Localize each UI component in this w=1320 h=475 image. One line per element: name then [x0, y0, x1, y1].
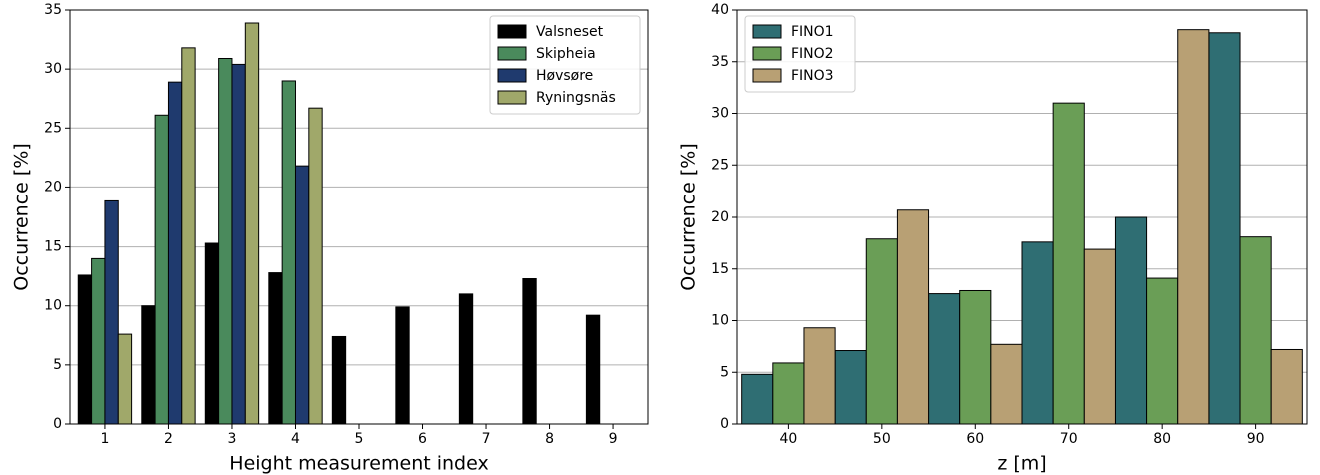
- bar: [741, 373, 774, 425]
- plot-frame: [69, 9, 649, 425]
- plot-frame: [736, 9, 1308, 425]
- bar: [522, 278, 537, 425]
- bar: [990, 343, 1023, 425]
- y-tick-label: 10: [44, 298, 62, 314]
- y-tick-label: 30: [711, 106, 729, 122]
- y-tick-label: 0: [53, 416, 62, 432]
- bar: [395, 306, 410, 425]
- legend-swatch: [752, 68, 782, 83]
- bar: [1270, 348, 1303, 425]
- bar: [181, 47, 196, 425]
- bar: [154, 114, 169, 425]
- bar: [585, 314, 601, 425]
- legend-swatch: [752, 24, 782, 39]
- legend-label: Høvsøre: [536, 68, 593, 84]
- y-tick-label: 25: [711, 157, 729, 173]
- bar: [772, 362, 805, 425]
- legend-label: Skipheia: [536, 46, 596, 62]
- bar: [117, 333, 133, 425]
- bar: [77, 274, 93, 425]
- x-tick-label: 70: [1060, 431, 1078, 447]
- bar: [1177, 29, 1210, 425]
- bar: [231, 63, 246, 425]
- bar: [1239, 236, 1272, 425]
- legend-label: FINO2: [791, 46, 834, 62]
- y-tick-label: 40: [711, 2, 729, 18]
- bar: [865, 238, 898, 425]
- bar: [141, 305, 156, 425]
- bar: [244, 22, 260, 425]
- legend-swatch: [497, 46, 527, 61]
- y-tick-label: 15: [711, 261, 729, 277]
- x-tick-label: 60: [966, 431, 984, 447]
- y-tick-label: 20: [44, 179, 62, 195]
- bar: [1083, 248, 1116, 425]
- bar: [218, 57, 233, 425]
- bar: [834, 350, 867, 425]
- legend-box: [489, 15, 641, 115]
- bar: [268, 272, 283, 425]
- x-tick-label: 50: [873, 431, 891, 447]
- legend-label: FINO1: [791, 24, 834, 40]
- bar: [104, 199, 119, 425]
- x-tick-label: 6: [418, 431, 427, 447]
- bar: [959, 289, 992, 425]
- x-tick-label: 9: [609, 431, 618, 447]
- bar: [1146, 277, 1179, 425]
- y-tick-label: 35: [44, 2, 62, 18]
- x-tick-label: 80: [1153, 431, 1171, 447]
- y-tick-label: 35: [711, 54, 729, 70]
- bar: [458, 293, 474, 425]
- x-tick-label: 4: [291, 431, 300, 447]
- y-tick-label: 5: [720, 364, 729, 380]
- bar: [281, 80, 296, 425]
- x-tick-label: 5: [355, 431, 364, 447]
- x-tick-label: 7: [482, 431, 491, 447]
- bar: [308, 107, 323, 425]
- legend-label: Ryningsnäs: [536, 90, 616, 106]
- y-tick-label: 0: [720, 416, 729, 432]
- y-tick-label: 15: [44, 239, 62, 255]
- legend-swatch: [497, 68, 527, 83]
- x-tick-label: 3: [228, 431, 237, 447]
- y-axis-label: Occurrence [%]: [678, 143, 700, 291]
- y-tick-label: 20: [711, 209, 729, 225]
- bar: [896, 209, 930, 425]
- bar: [1052, 102, 1085, 425]
- y-tick-label: 30: [44, 61, 62, 77]
- y-axis-label: Occurrence [%]: [11, 143, 33, 291]
- bar: [803, 327, 836, 425]
- x-axis-label: Height measurement index: [229, 453, 488, 475]
- bar: [928, 293, 961, 425]
- x-tick-label: 90: [1247, 431, 1265, 447]
- x-tick-label: 1: [100, 431, 109, 447]
- y-tick-label: 25: [44, 120, 62, 136]
- bar: [204, 242, 220, 425]
- bar: [1208, 32, 1241, 425]
- y-tick-label: 10: [711, 313, 729, 329]
- x-axis-label: z [m]: [997, 453, 1046, 475]
- bar: [91, 257, 106, 425]
- x-tick-label: 2: [164, 431, 173, 447]
- bar: [1021, 241, 1054, 425]
- x-tick-label: 40: [779, 431, 797, 447]
- bar: [1114, 216, 1148, 425]
- legend-label: FINO3: [791, 68, 834, 84]
- bar: [294, 165, 310, 425]
- x-tick-label: 8: [545, 431, 554, 447]
- legend-swatch: [752, 46, 782, 61]
- legend-swatch: [497, 24, 527, 39]
- bar: [167, 81, 183, 425]
- legend-swatch: [497, 90, 527, 105]
- legend-label: Valsneset: [536, 24, 604, 40]
- y-tick-label: 5: [53, 357, 62, 373]
- bar: [331, 335, 347, 425]
